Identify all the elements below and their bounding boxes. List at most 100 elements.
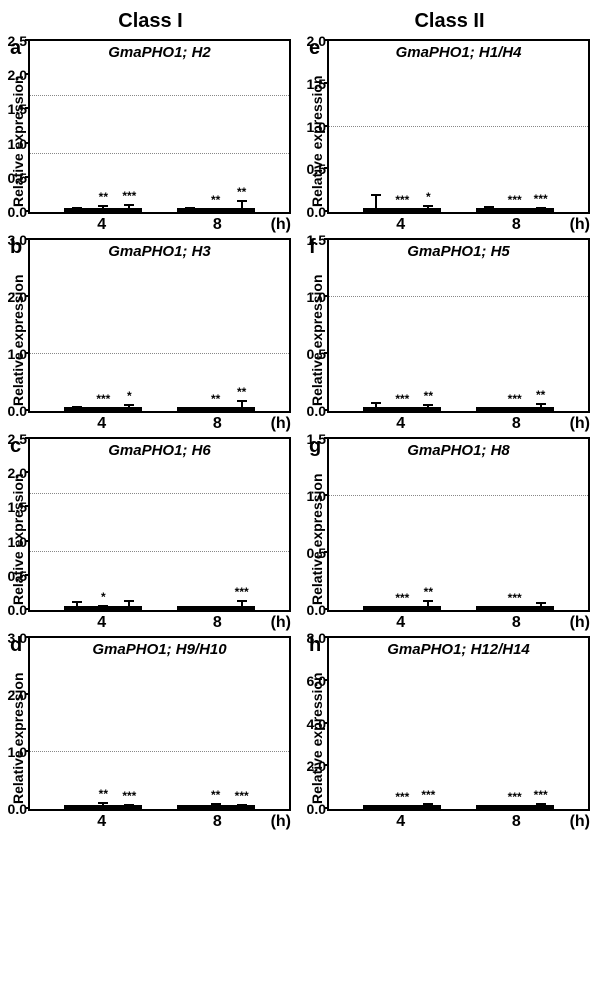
bar [64, 805, 90, 809]
y-tick-label: 0.5 [307, 545, 329, 561]
gene-title: GmaPHO1; H3 [108, 243, 211, 260]
significance-marker: *** [235, 586, 249, 598]
y-tick-label: 2.0 [8, 67, 30, 83]
bar [476, 805, 502, 809]
gene-title: GmaPHO1; H9/H10 [92, 641, 226, 658]
y-tick-label: 1.5 [307, 76, 329, 92]
y-tick-label: 4.0 [307, 716, 329, 732]
y-tick-label: 2.0 [8, 465, 30, 481]
y-tick-label: 1.0 [8, 346, 30, 362]
x-tick-label: 4 [359, 415, 443, 433]
bar [476, 606, 502, 610]
significance-marker: *** [395, 791, 409, 803]
y-tick-label: 0.5 [8, 170, 30, 186]
bar [116, 606, 142, 610]
bar-cluster: ***** [64, 208, 142, 212]
significance-marker: *** [508, 393, 522, 405]
bar: *** [415, 805, 441, 809]
x-axis: 4 8 (h) [28, 614, 291, 632]
x-unit-label: (h) [570, 216, 590, 234]
x-tick-label: 4 [60, 614, 144, 632]
bar [363, 606, 389, 610]
bar [64, 208, 90, 212]
y-tick-label: 8.0 [307, 630, 329, 646]
significance-marker: ** [237, 186, 246, 198]
significance-marker: *** [395, 393, 409, 405]
x-axis: 48(h) [327, 614, 590, 632]
bar [177, 606, 203, 610]
x-unit-label: (h) [570, 415, 590, 433]
x-tick-label: 8 [474, 216, 558, 234]
significance-marker: * [127, 390, 132, 402]
plot-area: 0.00.51.01.52.02.5GmaPHO1; H2********* [28, 39, 291, 214]
gene-title: GmaPHO1; H5 [407, 243, 510, 260]
y-tick-label: 2.0 [8, 687, 30, 703]
bar [476, 407, 502, 411]
significance-marker: *** [421, 789, 435, 801]
bar-cluster: *** [476, 606, 554, 610]
bar: *** [502, 805, 528, 809]
bar: *** [229, 606, 255, 610]
panel-b: bRelative expression0.01.02.03.0GmaPHO1;… [10, 238, 291, 433]
x-tick-label: 8 [175, 614, 259, 632]
significance-marker: *** [508, 592, 522, 604]
y-tick-label: 2.0 [307, 33, 329, 49]
y-tick-label: 0.0 [8, 602, 30, 618]
x-tick-label: 4 [359, 614, 443, 632]
bar [177, 208, 203, 212]
significance-marker: ** [211, 393, 220, 405]
bar: *** [389, 805, 415, 809]
panel-g: gRelative expression0.00.51.01.5GmaPHO1;… [309, 437, 590, 632]
bar: *** [502, 208, 528, 212]
x-axis: 4 8 (h) [327, 415, 590, 433]
y-tick-label: 1.5 [307, 431, 329, 447]
significance-marker: ** [99, 788, 108, 800]
bar: ** [203, 407, 229, 411]
bar [177, 805, 203, 809]
bar-cluster: ****** [363, 805, 441, 809]
x-unit-label: (h) [271, 216, 291, 234]
bar-cluster: **** [177, 208, 255, 212]
bar: ** [229, 208, 255, 212]
bar: * [116, 407, 142, 411]
bar: ** [415, 407, 441, 411]
bar: *** [116, 805, 142, 809]
y-tick-label: 2.0 [307, 758, 329, 774]
bar: *** [389, 208, 415, 212]
y-tick-label: 1.0 [307, 289, 329, 305]
bar: ** [203, 208, 229, 212]
plot-area: 0.00.51.01.5GmaPHO1; H8******** [327, 437, 590, 612]
y-tick-label: 2.5 [8, 431, 30, 447]
bar [363, 208, 389, 212]
y-tick-label: 1.0 [8, 744, 30, 760]
significance-marker: *** [96, 393, 110, 405]
x-tick-label: 8 [474, 415, 558, 433]
bar: ** [203, 805, 229, 809]
plot-area: 0.00.51.01.52.0GmaPHO1; H1/H4********** [327, 39, 590, 214]
bar-cluster: **** [363, 208, 441, 212]
significance-marker: *** [534, 193, 548, 205]
y-tick-label: 0.0 [307, 602, 329, 618]
bar-cluster: * [64, 606, 142, 610]
bar: ** [528, 407, 554, 411]
y-tick-label: 1.0 [8, 534, 30, 550]
y-tick-label: 0.5 [307, 346, 329, 362]
panel-a: aRelative expression0.00.51.01.52.02.5Gm… [10, 39, 291, 234]
gene-title: GmaPHO1; H12/H14 [387, 641, 530, 658]
x-tick-label: 4 [60, 415, 144, 433]
x-unit-label: (h) [570, 614, 590, 632]
bar: ** [415, 606, 441, 610]
significance-marker: *** [395, 592, 409, 604]
x-unit-label: (h) [271, 614, 291, 632]
significance-marker: ** [536, 389, 545, 401]
bar-cluster: **** [64, 407, 142, 411]
x-axis: 48(h) [28, 813, 291, 831]
y-tick-label: 0.0 [307, 204, 329, 220]
panel-e: eRelative expression0.00.51.01.52.0GmaPH… [309, 39, 590, 234]
column-title-2: Class II [309, 10, 590, 33]
x-axis: 48(h) [327, 216, 590, 234]
bar [363, 407, 389, 411]
bar [64, 606, 90, 610]
significance-marker: ** [99, 191, 108, 203]
y-tick-label: 0.0 [307, 403, 329, 419]
